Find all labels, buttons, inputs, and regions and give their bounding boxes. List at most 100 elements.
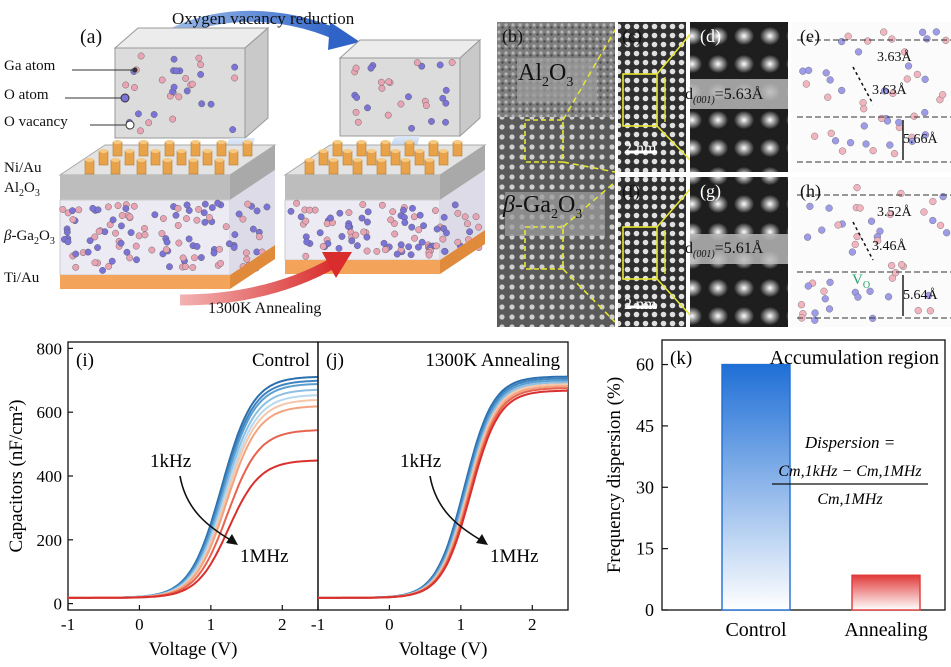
o-atom: [200, 209, 208, 217]
ga-atom: [901, 48, 909, 56]
ga-atom: [898, 261, 906, 269]
electrode-pad: [164, 141, 175, 157]
ga-atom: [239, 215, 247, 223]
ga-atom: [389, 208, 397, 216]
electrode-pad-top: [343, 149, 352, 153]
ga-atom: [191, 254, 198, 262]
o-atom: [860, 122, 868, 130]
o-atom: [183, 87, 191, 95]
o-atom: [72, 250, 80, 258]
spacing-f: d(001)=5.61Å: [685, 240, 764, 261]
o-atom: [846, 139, 855, 147]
x-tick-label-i: 1: [207, 615, 216, 634]
ga-atom: [137, 127, 144, 135]
ga-atom: [175, 93, 183, 101]
ga-atom: [91, 233, 99, 241]
ga-atom: [141, 231, 149, 239]
electrode-pad: [138, 141, 149, 157]
ga-atom: [415, 226, 423, 234]
electrode-pad: [376, 159, 387, 175]
ga-atom: [182, 75, 190, 82]
ga-atom: [195, 205, 202, 213]
ga-atom: [352, 64, 360, 72]
o-atom: [428, 118, 435, 125]
legend-ga-atom: Ga atom: [4, 58, 56, 74]
dispersion-chart: 0 15 30 45 60 Control Annealing (k) Accumulation…: [604, 339, 946, 641]
o-atom: [442, 118, 449, 126]
plot-frame-k: [661, 339, 946, 611]
electrode-pad: [318, 150, 329, 166]
o-atom: [166, 263, 173, 271]
annealing-label: 1300K Annealing: [208, 300, 322, 317]
ga-atom: [391, 230, 399, 238]
o-atom: [854, 293, 862, 301]
ga-atom: [179, 254, 187, 262]
o-atom: [210, 249, 218, 257]
ga-atom: [475, 223, 483, 231]
ga-atom: [929, 197, 937, 206]
y-tick-label-k: 15: [636, 539, 654, 559]
ga-atom: [193, 216, 201, 224]
o-atom: [818, 226, 826, 234]
o-atom: [408, 124, 415, 132]
electrode-pad: [400, 159, 411, 175]
o-atom: [127, 229, 135, 236]
o-atom: [932, 28, 940, 36]
ga-atom: [464, 220, 471, 228]
legend-o-vacancy: O vacancy: [4, 114, 68, 130]
o-atom: [451, 201, 459, 209]
o-atom: [838, 37, 846, 46]
o-atom: [442, 86, 450, 94]
o-atom: [805, 66, 813, 74]
electrode-pad: [352, 159, 363, 175]
o-atom: [921, 131, 929, 139]
o-atom: [172, 211, 180, 219]
electrode-pad-top: [453, 140, 462, 144]
ga-atom: [345, 209, 353, 216]
vacancy-label-h: VO: [852, 272, 871, 291]
annealing-arrow: [179, 257, 338, 306]
panel-f-tag: (f): [622, 181, 640, 201]
panel-a-schematic: [58, 10, 487, 306]
o-atom: [170, 55, 178, 63]
ga-atom: [432, 242, 440, 250]
ga-atom: [387, 216, 395, 224]
o-atom: [185, 235, 193, 243]
o-atom: [235, 210, 243, 218]
x-tick-label-j: 0: [385, 615, 394, 634]
ga-atom: [244, 200, 252, 208]
electrode-pad-top: [439, 149, 448, 153]
annotation-start-j: 1kHz: [400, 451, 441, 472]
o-atom: [344, 222, 352, 230]
o-atom: [253, 207, 261, 215]
ga-atom: [302, 217, 310, 225]
ga-atom: [148, 246, 156, 254]
panel-a: (a) Oxygen vacancy reduction Ga atom O a…: [0, 0, 500, 325]
y-axis-label-k: Frequency dispersion (%): [604, 377, 625, 573]
o-atom: [415, 243, 422, 251]
electrode-pad: [150, 150, 161, 166]
plot-title-i: Control: [252, 350, 310, 371]
scale-bar-c: 2 nm: [624, 140, 657, 157]
o-atom: [348, 237, 356, 245]
o-atom: [441, 247, 448, 255]
tem-ga2o3-label: β-Ga2O3: [503, 192, 583, 222]
electrode-pad: [342, 150, 353, 166]
ga-atom: [126, 254, 134, 262]
ga-atom: [189, 264, 197, 271]
electrode-pad-top: [165, 140, 174, 144]
ga-atom: [104, 203, 112, 211]
ga-atom: [859, 99, 867, 107]
electrode-pad-top: [177, 149, 186, 153]
o-atom: [201, 200, 209, 208]
ga-atom: [130, 202, 138, 210]
electrode-pad-top: [217, 140, 226, 144]
o-atom: [408, 223, 416, 231]
distance-e-3: 5.66Å: [903, 132, 938, 147]
o-atom: [380, 239, 388, 247]
vacancy-reduction-label: Oxygen vacancy reduction: [172, 9, 355, 28]
electrode-pad-top: [367, 149, 376, 153]
ga-atom: [397, 100, 405, 108]
o-atom: [831, 137, 840, 145]
panel-b-tag: (b): [502, 26, 523, 46]
